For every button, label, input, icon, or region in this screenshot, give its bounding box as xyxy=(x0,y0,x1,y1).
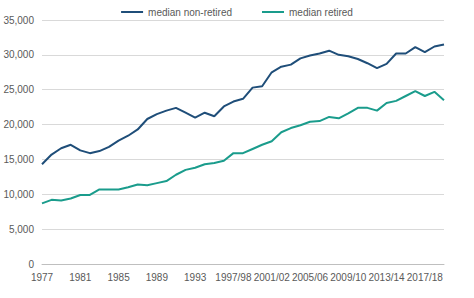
svg-text:median non-retired: median non-retired xyxy=(148,7,232,18)
svg-text:1981: 1981 xyxy=(69,272,92,283)
svg-text:2001/02: 2001/02 xyxy=(254,272,291,283)
svg-text:2017/18: 2017/18 xyxy=(407,272,444,283)
svg-text:30,000: 30,000 xyxy=(3,49,34,60)
svg-text:1985: 1985 xyxy=(107,272,130,283)
svg-text:25,000: 25,000 xyxy=(3,84,34,95)
svg-text:median retired: median retired xyxy=(289,7,353,18)
svg-text:0: 0 xyxy=(28,259,34,270)
svg-text:15,000: 15,000 xyxy=(3,154,34,165)
svg-text:35,000: 35,000 xyxy=(3,15,34,26)
svg-text:1989: 1989 xyxy=(146,272,169,283)
svg-text:20,000: 20,000 xyxy=(3,119,34,130)
svg-text:1993: 1993 xyxy=(184,272,207,283)
svg-text:2013/14: 2013/14 xyxy=(368,272,405,283)
svg-text:2009/10: 2009/10 xyxy=(330,272,367,283)
svg-text:5,000: 5,000 xyxy=(9,224,34,235)
svg-text:1977: 1977 xyxy=(31,272,54,283)
svg-text:10,000: 10,000 xyxy=(3,189,34,200)
svg-text:2005/06: 2005/06 xyxy=(292,272,329,283)
svg-text:1997/98: 1997/98 xyxy=(215,272,252,283)
